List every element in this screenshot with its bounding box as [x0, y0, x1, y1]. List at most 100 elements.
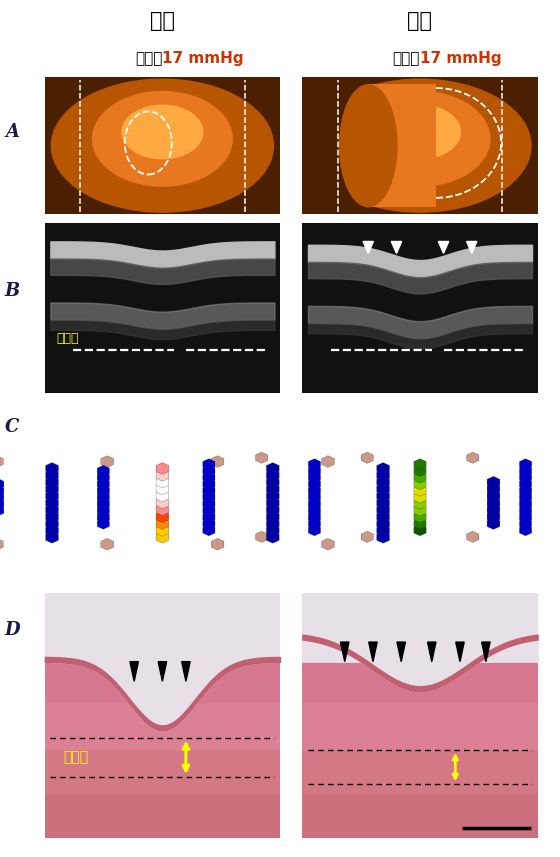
- Polygon shape: [309, 458, 320, 470]
- Polygon shape: [377, 497, 390, 509]
- Polygon shape: [487, 490, 500, 502]
- Bar: [45, 593, 280, 838]
- Polygon shape: [156, 483, 169, 495]
- Polygon shape: [0, 538, 3, 550]
- Polygon shape: [466, 531, 479, 542]
- Polygon shape: [309, 465, 320, 476]
- Ellipse shape: [308, 79, 532, 213]
- Polygon shape: [321, 456, 334, 467]
- Text: 眼圧：: 眼圧：: [135, 51, 162, 67]
- Polygon shape: [482, 642, 490, 662]
- Polygon shape: [414, 458, 426, 470]
- Polygon shape: [520, 458, 531, 470]
- Polygon shape: [46, 524, 58, 536]
- Polygon shape: [203, 518, 215, 530]
- Polygon shape: [361, 531, 374, 542]
- Bar: [45, 750, 280, 794]
- Polygon shape: [46, 531, 58, 543]
- Bar: [45, 704, 280, 838]
- Polygon shape: [46, 490, 58, 502]
- Polygon shape: [203, 472, 215, 483]
- Polygon shape: [377, 483, 390, 495]
- Polygon shape: [414, 524, 426, 536]
- Polygon shape: [414, 478, 426, 489]
- Text: A: A: [5, 123, 19, 141]
- Polygon shape: [321, 538, 334, 550]
- Polygon shape: [309, 492, 320, 503]
- Polygon shape: [309, 505, 320, 516]
- Polygon shape: [267, 504, 279, 516]
- Polygon shape: [487, 483, 500, 495]
- Polygon shape: [487, 497, 500, 509]
- Polygon shape: [211, 456, 224, 467]
- Polygon shape: [97, 492, 109, 503]
- Polygon shape: [377, 511, 390, 523]
- Bar: [45, 704, 280, 750]
- Polygon shape: [520, 524, 531, 536]
- Text: 眼圧：: 眼圧：: [393, 51, 420, 67]
- Polygon shape: [487, 511, 500, 523]
- Polygon shape: [46, 497, 58, 509]
- Polygon shape: [414, 465, 426, 476]
- Polygon shape: [414, 498, 426, 509]
- Polygon shape: [309, 485, 320, 496]
- Text: C: C: [5, 418, 20, 436]
- Bar: [45, 223, 280, 393]
- Text: 17 mmHg: 17 mmHg: [162, 51, 244, 67]
- Polygon shape: [156, 524, 169, 536]
- Polygon shape: [0, 456, 3, 467]
- Text: D: D: [4, 620, 20, 638]
- Bar: [302, 77, 538, 214]
- Polygon shape: [46, 476, 58, 488]
- Polygon shape: [391, 242, 402, 254]
- Polygon shape: [487, 476, 500, 488]
- Bar: [0, 399, 560, 584]
- Polygon shape: [267, 470, 279, 481]
- Polygon shape: [309, 478, 320, 489]
- Polygon shape: [377, 470, 390, 481]
- Polygon shape: [97, 505, 109, 516]
- Polygon shape: [101, 456, 114, 467]
- Ellipse shape: [121, 105, 203, 159]
- Polygon shape: [520, 492, 531, 503]
- Polygon shape: [203, 485, 215, 496]
- Polygon shape: [203, 512, 215, 523]
- Polygon shape: [156, 490, 169, 502]
- Polygon shape: [520, 512, 531, 523]
- Polygon shape: [156, 531, 169, 543]
- Polygon shape: [267, 524, 279, 536]
- Polygon shape: [0, 492, 4, 503]
- Text: 筋状板: 筋状板: [57, 332, 79, 345]
- Bar: [45, 77, 280, 214]
- Text: 右眼: 右眼: [150, 11, 175, 32]
- Polygon shape: [363, 242, 374, 254]
- Polygon shape: [211, 538, 224, 550]
- Polygon shape: [309, 524, 320, 536]
- Polygon shape: [267, 490, 279, 502]
- Polygon shape: [203, 458, 215, 470]
- Polygon shape: [156, 476, 169, 488]
- Ellipse shape: [349, 91, 491, 187]
- Polygon shape: [456, 642, 464, 662]
- Polygon shape: [46, 463, 58, 474]
- Polygon shape: [309, 518, 320, 530]
- Polygon shape: [0, 498, 4, 509]
- Polygon shape: [46, 518, 58, 530]
- Polygon shape: [414, 512, 426, 523]
- Polygon shape: [414, 492, 426, 503]
- Polygon shape: [487, 504, 500, 516]
- Bar: [302, 794, 538, 838]
- Polygon shape: [97, 485, 109, 496]
- Polygon shape: [156, 511, 169, 523]
- Polygon shape: [414, 505, 426, 516]
- Polygon shape: [520, 465, 531, 476]
- Bar: [302, 704, 538, 838]
- Polygon shape: [46, 504, 58, 516]
- Bar: [302, 750, 538, 794]
- Polygon shape: [255, 452, 268, 464]
- Polygon shape: [377, 531, 390, 543]
- Polygon shape: [181, 662, 190, 681]
- Polygon shape: [377, 504, 390, 516]
- Polygon shape: [466, 452, 479, 464]
- Bar: [45, 794, 280, 838]
